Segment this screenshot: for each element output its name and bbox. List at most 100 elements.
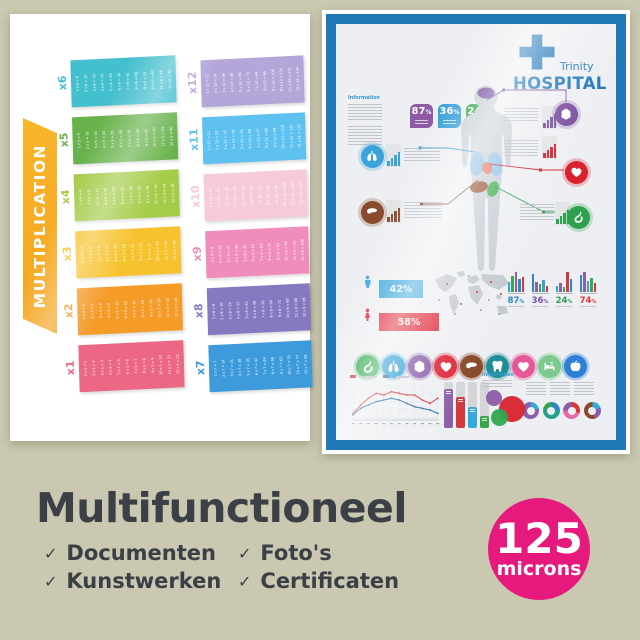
multiplication-label: x4 xyxy=(59,189,73,205)
equation: 1 x 11 = 11 xyxy=(206,130,212,151)
equation: 4 x 7 = 28 xyxy=(237,358,243,377)
equation: 7 x 10 = 70 xyxy=(257,185,263,205)
donut-chart xyxy=(583,402,601,419)
placeholder-text xyxy=(404,202,442,218)
placeholder-text xyxy=(520,204,554,220)
equation: 10 x 10 = 100 xyxy=(281,181,288,206)
equation: 3 x 11 = 33 xyxy=(222,129,228,150)
features-col-2: ✓ Foto's ✓ Certificaten xyxy=(238,540,416,594)
equation: 5 x 12 = 60 xyxy=(237,72,243,92)
equation: 3 x 2 = 6 xyxy=(97,302,103,319)
equation: 5 x 1 = 5 xyxy=(116,359,122,375)
equation: 1 x 7 = 7 xyxy=(212,360,218,377)
equation: 12 x 1 = 12 xyxy=(175,354,181,374)
lungs-callout-icon xyxy=(360,144,384,168)
equation: 9 x 4 = 36 xyxy=(145,185,151,204)
equation: 7 x 9 = 63 xyxy=(258,243,264,261)
equation: 10 x 4 = 40 xyxy=(153,184,159,204)
multiplication-strip: 1 x 10 = 10 2 x 10 = 20 3 x 10 = 30 4 x 10 … xyxy=(203,169,308,222)
equation: 3 x 5 = 15 xyxy=(93,130,99,149)
equation: 11 x 5 = 55 xyxy=(160,126,166,147)
equation: 8 x 1 = 8 xyxy=(141,357,147,374)
feature-item: ✓ Kunstwerken xyxy=(44,568,222,594)
equation: 7 x 4 = 28 xyxy=(128,186,134,204)
equation: 2 x 6 = 12 xyxy=(83,74,89,92)
equation: 8 x 4 = 32 xyxy=(136,185,142,204)
poster-title: MULTIPLICATION xyxy=(31,143,49,309)
gender-value: 58% xyxy=(379,313,439,331)
placeholder-text xyxy=(526,382,546,395)
equation: 6 x 5 = 30 xyxy=(118,129,124,148)
line-chart-svg xyxy=(351,385,440,425)
multiplication-label: x5 xyxy=(57,132,71,148)
multiplication-label: x9 xyxy=(190,246,205,262)
multiplication-strip: 1 x 11 = 11 2 x 11 = 22 3 x 11 = 33 4 x 11 … xyxy=(202,112,307,165)
placeholder-text xyxy=(550,382,570,395)
equation: 9 x 3 = 27 xyxy=(146,242,152,261)
placeholder-text xyxy=(504,108,538,122)
equation: 12 x 3 = 36 xyxy=(171,240,178,260)
equation: 2 x 5 = 10 xyxy=(84,131,90,149)
equation: 8 x 11 = 88 xyxy=(263,127,269,148)
bar-group: 36% xyxy=(530,270,550,307)
equation: 2 x 9 = 18 xyxy=(217,245,223,263)
equation: 2 x 11 = 22 xyxy=(214,130,220,150)
equation: 10 x 11 = 110 xyxy=(280,124,286,149)
equation: 3 x 8 = 24 xyxy=(227,301,233,320)
equation: 7 x 11 = 77 xyxy=(255,128,261,148)
equation: 10 x 6 = 60 xyxy=(150,70,156,90)
legend-swatch-red xyxy=(350,375,356,378)
equation: 11 x 4 = 44 xyxy=(161,183,168,204)
equation: 8 x 8 = 64 xyxy=(268,299,274,318)
check-icon: ✓ xyxy=(44,571,58,591)
liver-icon xyxy=(460,355,483,378)
gender-stats: 42% 58% xyxy=(360,270,439,331)
legend-label xyxy=(363,375,376,378)
multiplication-label: x12 xyxy=(185,71,200,95)
equation: 3 x 3 = 9 xyxy=(96,246,102,262)
equation: 5 x 5 = 25 xyxy=(109,130,115,148)
equation: 5 x 8 = 40 xyxy=(244,301,250,319)
equation: 12 x 11 = 132 xyxy=(296,124,303,149)
equation: 12 x 9 = 108 xyxy=(300,239,306,261)
multiplication-row: x11 1 x 11 = 11 2 x 11 = 22 3 x 11 = 33 4 x … xyxy=(187,112,307,165)
equation: 7 x 12 = 84 xyxy=(254,71,260,91)
bar-group-value: 24% xyxy=(555,296,573,307)
gender-row: 58% xyxy=(360,303,439,331)
equation: 9 x 7 = 63 xyxy=(278,356,284,375)
equation: 11 x 8 = 88 xyxy=(293,297,299,318)
poster-frame: Trinity HOSPITAL Information 87%36%24% xyxy=(326,14,626,450)
equation: 12 x 8 = 96 xyxy=(301,297,307,317)
equation: 9 x 1 = 9 xyxy=(150,357,155,373)
multiplication-label: x11 xyxy=(187,128,201,152)
equation: 9 x 2 = 18 xyxy=(148,299,154,318)
equation: 8 x 2 = 16 xyxy=(139,299,145,318)
equation: 6 x 12 = 72 xyxy=(245,71,251,92)
equation: 1 x 12 = 12 xyxy=(204,73,210,94)
equation: 1 x 4 = 4 xyxy=(77,189,83,206)
bar-group-value: 87% xyxy=(507,296,525,307)
placeholder-text xyxy=(504,140,538,156)
equation: 2 x 1 = 2 xyxy=(91,360,97,376)
equation: 3 x 7 = 21 xyxy=(229,358,235,377)
equation: 12 x 6 = 72 xyxy=(167,69,173,89)
equation: 10 x 3 = 30 xyxy=(155,240,161,261)
equation: 12 x 7 = 84 xyxy=(303,354,309,374)
equation: 9 x 8 = 72 xyxy=(276,299,282,318)
equation: 5 x 6 = 30 xyxy=(108,73,114,91)
equation: 1 x 6 = 6 xyxy=(74,75,80,92)
equation: 5 x 7 = 35 xyxy=(245,358,251,376)
equation: 11 x 9 = 99 xyxy=(291,240,297,261)
equation: 10 x 12 = 120 xyxy=(278,67,284,92)
multiplication-label: x3 xyxy=(60,246,75,262)
placeholder-text xyxy=(482,380,512,389)
mini-bar-chart xyxy=(542,136,557,159)
bed-icon xyxy=(538,355,561,378)
equation: 2 x 7 = 14 xyxy=(220,359,226,377)
equation: 11 x 7 = 77 xyxy=(295,354,301,375)
